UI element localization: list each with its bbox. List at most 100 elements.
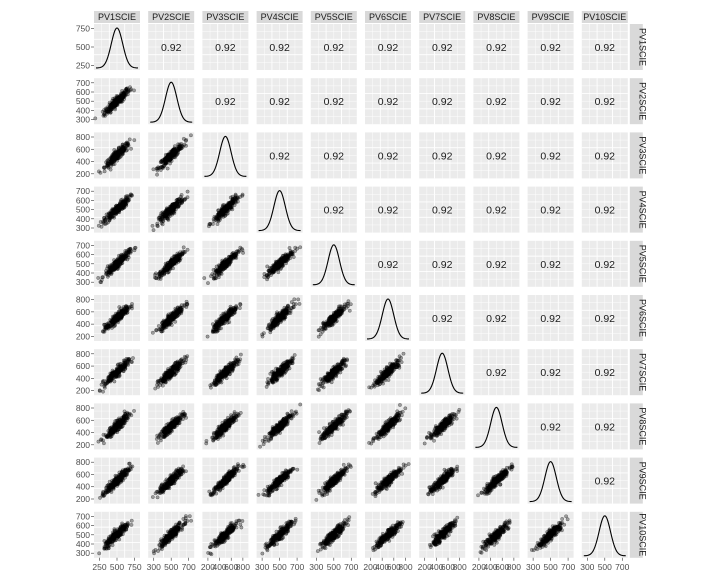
data-point: [176, 258, 181, 262]
correlation-value: 0.92: [595, 313, 616, 325]
column-label-pv5scie: PV5SCIE: [315, 12, 353, 22]
data-point: [162, 268, 167, 273]
data-point: [293, 245, 298, 250]
data-point: [120, 96, 124, 101]
data-point: [229, 200, 234, 205]
data-point: [222, 368, 227, 372]
data-point: [102, 385, 107, 390]
data-point: [298, 245, 303, 250]
row-strip-pv7scie: [629, 349, 643, 396]
data-point: [124, 141, 129, 146]
data-point: [167, 214, 172, 219]
data-point: [101, 329, 106, 334]
panel-1-1: [94, 24, 140, 70]
data-point: [165, 166, 170, 171]
column-label-pv7scie: PV7SCIE: [423, 12, 461, 22]
data-point: [228, 195, 233, 200]
data-point: [271, 326, 276, 331]
data-point: [283, 254, 288, 259]
data-point: [105, 161, 110, 166]
data-point: [109, 104, 114, 109]
correlation-value: 0.92: [595, 42, 616, 54]
data-point: [123, 256, 127, 261]
data-point: [150, 330, 155, 335]
data-point: [128, 304, 133, 309]
row-label-pv5scie: PV5SCIE: [637, 245, 647, 283]
data-point: [124, 304, 128, 309]
data-point: [233, 200, 238, 205]
panel-5-10: 0.92: [581, 240, 628, 287]
data-point: [124, 356, 129, 361]
data-point: [98, 170, 103, 175]
data-point: [118, 314, 122, 319]
panel-6-10: 0.92: [581, 295, 628, 341]
data-point: [112, 379, 117, 384]
data-point: [173, 372, 178, 376]
panel-3-10: 0.92: [581, 132, 628, 179]
data-point: [107, 324, 112, 328]
data-point: [266, 326, 271, 331]
data-point: [113, 209, 117, 214]
data-point: [180, 198, 185, 203]
column-label-pv6scie: PV6SCIE: [369, 12, 407, 22]
data-point: [228, 367, 232, 372]
correlation-value: 0.92: [540, 96, 561, 108]
correlation-value: 0.92: [432, 205, 453, 217]
row-strip-pv4scie: [629, 186, 643, 233]
column-strip-pv3scie: [202, 11, 249, 23]
data-point: [320, 321, 325, 326]
data-point: [151, 167, 156, 172]
column-strip-pv2scie: [148, 11, 195, 23]
data-point: [266, 377, 270, 381]
data-point: [271, 264, 276, 269]
data-point: [93, 116, 98, 121]
panel-4-7: 0.92: [419, 186, 466, 233]
data-point: [166, 314, 171, 319]
data-point: [153, 386, 158, 391]
data-point: [176, 308, 181, 313]
column-strip-pv4scie: [256, 11, 303, 23]
data-point: [114, 369, 119, 373]
data-point: [220, 319, 225, 324]
correlation-value: 0.92: [540, 150, 561, 162]
row-label-pv10scie: PV10SCIE: [637, 513, 647, 556]
column-strip-pv1scie: [94, 11, 140, 23]
panel-1-7: 0.92: [419, 24, 466, 70]
data-point: [107, 265, 112, 270]
column-label-pv9scie: PV9SCIE: [532, 12, 570, 22]
data-point: [111, 372, 116, 377]
panel-4-8: 0.92: [473, 186, 520, 233]
panel-1-9: 0.92: [527, 24, 574, 70]
panel-5-4: [256, 240, 303, 287]
data-point: [101, 165, 106, 170]
data-point: [100, 109, 105, 114]
panel-2-6: 0.92: [365, 78, 411, 125]
correlation-value: 0.92: [432, 96, 453, 108]
data-point: [114, 313, 119, 317]
data-point: [114, 374, 119, 379]
data-point: [109, 105, 114, 110]
data-point: [232, 310, 237, 315]
correlation-value: 0.92: [378, 96, 399, 108]
data-point: [173, 364, 178, 369]
data-point: [160, 321, 164, 325]
panel-4-6: 0.92: [365, 186, 411, 233]
panel-3-3: [202, 132, 249, 179]
data-point: [96, 276, 101, 280]
correlation-value: 0.92: [324, 205, 345, 217]
data-point: [160, 383, 165, 388]
data-point: [288, 249, 293, 253]
panel-6-2: [148, 295, 195, 341]
data-point: [112, 322, 117, 327]
data-point: [158, 276, 163, 281]
correlation-value: 0.92: [486, 96, 507, 108]
panel-1-10: 0.92: [581, 24, 628, 70]
data-point: [112, 103, 117, 108]
data-point: [210, 272, 215, 277]
data-point: [150, 223, 155, 228]
data-point: [105, 109, 110, 114]
panel-1-4: 0.92: [256, 24, 303, 70]
correlation-value: 0.92: [432, 42, 453, 54]
panel-3-5: 0.92: [310, 132, 357, 179]
data-point: [291, 305, 296, 310]
